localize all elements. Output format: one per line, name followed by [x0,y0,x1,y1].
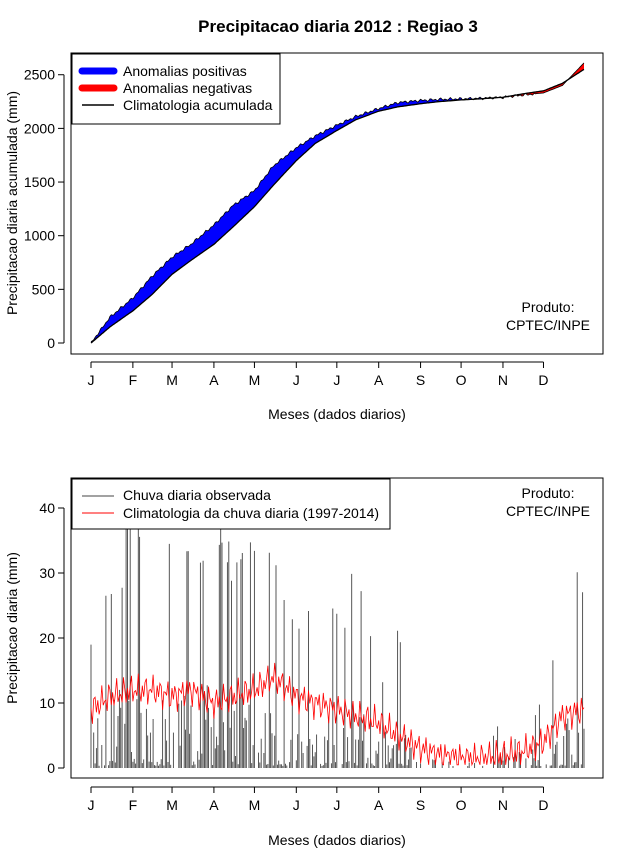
daily-x-tick-label: J [333,797,340,813]
cumulative-x-tick-label: J [333,372,340,388]
cumulative-chart: 0 500 1000 1500 2000 2500 J F M A M J J A S O N D Meses … [4,52,604,422]
figure-title: Precipitacao diaria 2012 : Regiao 3 [198,17,478,36]
cumulative-x-tick-label: S [416,372,425,388]
daily-x-tick-label: D [538,797,548,813]
daily-x-tick-label: O [456,797,467,813]
daily-y-tick-label: 10 [39,695,55,711]
daily-y-tick-label: 0 [47,760,55,776]
cumulative-x-tick-label: J [293,372,300,388]
legend-label-climatology-cumulative: Climatologia acumulada [123,97,273,113]
daily-legend: Chuva diaria observada Climatologia da c… [71,478,391,530]
daily-y-label: Precipitacao diaria (mm) [4,552,20,704]
cumulative-y-tick-label: 2000 [24,120,55,136]
cumulative-plot-frame [70,52,604,355]
daily-plot-frame [70,477,604,779]
daily-x-label: Meses (dados diarios) [268,832,406,848]
daily-x-tick-label: S [416,797,425,813]
daily-y-tick-label: 30 [39,565,55,581]
daily-x-tick-label: J [88,797,95,813]
negative-anomaly-area [516,62,584,97]
daily-x-tick-label: M [249,797,261,813]
climatology-cumulative-line [90,68,585,344]
cumulative-y-tick-label: 500 [32,281,56,297]
daily-x-tick-label: J [293,797,300,813]
daily-chart: 0 10 20 30 40 J F M A M J J A S O N D Meses (dados diar… [4,477,604,848]
daily-annotation-line2: CPTEC/INPE [506,503,590,519]
cumulative-annotation-line1: Produto: [522,299,575,315]
cumulative-x-tick-label: F [129,372,138,388]
cumulative-x-tick-label: A [209,372,219,388]
cumulative-x-tick-label: N [498,372,508,388]
legend-label-observed: Chuva diaria observada [123,487,271,503]
cumulative-marks [90,62,585,344]
daily-x-tick-label: M [166,797,178,813]
cumulative-y-tick-label: 0 [47,335,55,351]
daily-marks [90,507,585,768]
cumulative-y-tick-label: 2500 [24,67,55,83]
daily-annotation-line1: Produto: [522,485,575,501]
daily-y-tick-label: 40 [39,500,55,516]
daily-y-tick-label: 20 [39,630,55,646]
daily-x-tick-label: F [129,797,138,813]
daily-y-axis: 0 10 20 30 40 [39,500,65,776]
climatology-daily-line [90,662,585,767]
cumulative-y-tick-label: 1000 [24,228,55,244]
cumulative-x-tick-label: M [249,372,261,388]
daily-x-tick-label: A [209,797,219,813]
cumulative-y-tick-label: 1500 [24,174,55,190]
cumulative-x-tick-label: D [538,372,548,388]
cumulative-x-tick-label: M [166,372,178,388]
cumulative-legend: Anomalias positivas Anomalias negativas … [71,53,281,125]
cumulative-x-tick-label: O [456,372,467,388]
cumulative-x-tick-label: J [88,372,95,388]
daily-x-tick-label: A [374,797,384,813]
positive-anomaly-area [91,97,474,344]
daily-legend-box [71,478,391,530]
legend-label-negative: Anomalias negativas [123,80,252,96]
cumulative-x-tick-label: A [374,372,384,388]
cumulative-x-label: Meses (dados diarios) [268,406,406,422]
cumulative-annotation-line2: CPTEC/INPE [506,317,590,333]
daily-x-tick-label: N [498,797,508,813]
legend-label-positive: Anomalias positivas [123,63,247,79]
cumulative-y-axis: 0 500 1000 1500 2000 2500 [24,67,65,351]
cumulative-y-label: Precipitacao diaria acumulada (mm) [4,91,20,315]
observed-cumulative-line [90,62,585,342]
legend-label-climatology-daily: Climatologia da chuva diaria (1997-2014) [123,505,379,521]
